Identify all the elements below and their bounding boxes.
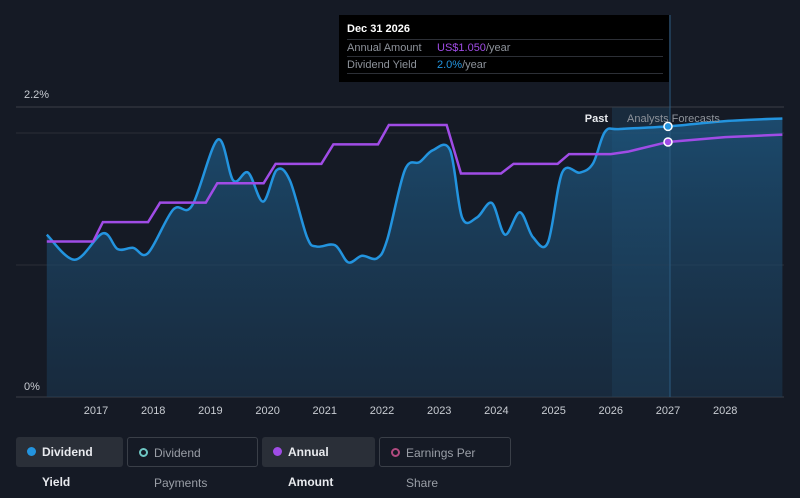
- legend-label: Annual Amount: [288, 445, 334, 489]
- x-tick-label: 2028: [713, 405, 737, 417]
- x-tick-label: 2019: [198, 405, 222, 417]
- tooltip-dividend-yield: Dividend Yield 2.0%/year: [347, 56, 663, 74]
- x-tick-label: 2027: [656, 405, 680, 417]
- tooltip-dividend-yield-unit: /year: [462, 59, 487, 71]
- tooltip-annual-amount-unit: /year: [485, 42, 511, 54]
- x-tick-label: 2017: [84, 405, 108, 417]
- y-tick-top: 2.2%: [24, 89, 49, 101]
- legend-label: Earnings Per Share: [406, 446, 476, 490]
- legend-label: Dividend Yield: [42, 445, 93, 489]
- tooltip: Dec 31 2026 Annual Amount US$1.050/year D…: [339, 15, 669, 82]
- past-label: Past: [585, 113, 609, 125]
- dividend-yield-dot-icon: [27, 447, 36, 456]
- legend-earnings-per-share[interactable]: Earnings Per Share: [379, 437, 511, 490]
- x-tick-label: 2023: [427, 405, 451, 417]
- x-tick-label: 2026: [599, 405, 623, 417]
- yield-highlight-point: [663, 121, 673, 132]
- y-tick-zero: 0%: [24, 381, 40, 393]
- forecast-label: Analysts Forecasts: [627, 113, 720, 125]
- dividend-chart: Past Analysts Forecasts 2.2% 0% 2017 2018…: [16, 15, 784, 417]
- tooltip-dividend-yield-value: 2.0%: [437, 59, 463, 71]
- tooltip-date: Dec 31 2026: [347, 23, 410, 35]
- x-tick-label: 2021: [313, 405, 337, 417]
- dividend-yield-area: [46, 118, 783, 397]
- legend-label: Dividend Payments: [154, 446, 208, 490]
- legend-dividend-payments[interactable]: Dividend Payments: [127, 437, 258, 490]
- dividend-payments-ring-icon: [139, 448, 148, 457]
- legend-annual-amount[interactable]: Annual Amount: [262, 437, 375, 489]
- annual-amount-line: [46, 123, 783, 243]
- x-tick-label: 2025: [541, 405, 565, 417]
- x-tick-label: 2022: [370, 405, 394, 417]
- x-tick-label: 2020: [255, 405, 279, 417]
- tooltip-annual-amount-value: US$1.050: [437, 42, 486, 54]
- legend-dividend-yield[interactable]: Dividend Yield: [16, 437, 123, 489]
- x-tick-label: 2024: [484, 405, 508, 417]
- amount-highlight-point: [663, 137, 673, 147]
- earnings-per-share-ring-icon: [391, 448, 400, 457]
- x-tick-label: 2018: [141, 405, 165, 417]
- dividend-yield-line: [45, 117, 783, 264]
- tooltip-dividend-yield-label: Dividend Yield: [347, 59, 417, 71]
- tooltip-annual-amount-label: Annual Amount: [347, 42, 422, 54]
- tooltip-annual-amount: Annual Amount US$1.050/year: [347, 39, 663, 56]
- annual-amount-dot-icon: [273, 447, 282, 456]
